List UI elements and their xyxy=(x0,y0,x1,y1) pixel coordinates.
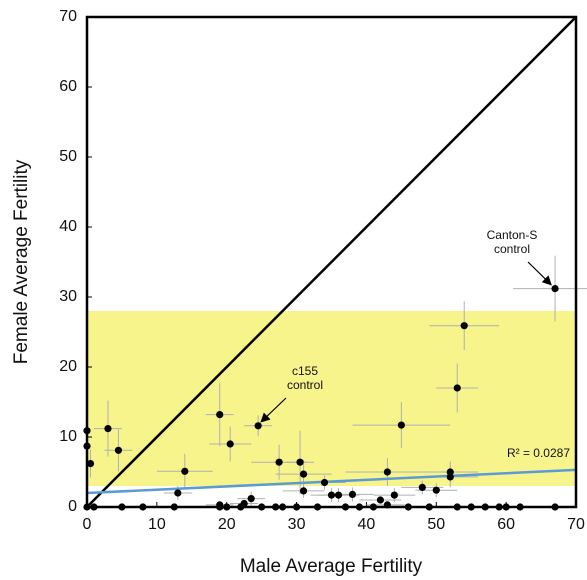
trendline-label: R² = 0.0287 xyxy=(507,446,570,460)
annotation-text: control xyxy=(287,378,323,392)
x-tick-label: 60 xyxy=(497,516,515,533)
y-tick-label: 30 xyxy=(59,288,77,305)
point xyxy=(551,285,559,293)
point xyxy=(432,486,440,494)
point xyxy=(446,473,454,481)
x-tick-label: 10 xyxy=(148,516,166,533)
point xyxy=(390,491,398,499)
x-tick-label: 70 xyxy=(567,516,585,533)
plot-frame xyxy=(85,15,578,509)
point xyxy=(174,489,182,497)
annotation-arrow xyxy=(527,261,552,286)
trendline xyxy=(86,468,577,495)
point xyxy=(254,422,262,430)
y-tick-label: 60 xyxy=(59,78,77,95)
y-tick-label: 0 xyxy=(68,498,77,515)
y-tick-label: 50 xyxy=(59,148,77,165)
point xyxy=(418,483,426,491)
point xyxy=(226,440,234,448)
point xyxy=(320,478,329,487)
annotation-text: Canton-S xyxy=(487,228,538,242)
point xyxy=(376,496,384,504)
point xyxy=(453,384,461,392)
y-tick-label: 20 xyxy=(59,358,77,375)
x-tick-label: 0 xyxy=(83,516,92,533)
point xyxy=(296,458,304,466)
point xyxy=(383,468,391,476)
point xyxy=(216,411,224,419)
point xyxy=(334,491,343,499)
point xyxy=(397,421,405,429)
y-tick-label: 70 xyxy=(59,8,77,25)
point xyxy=(275,458,283,466)
point xyxy=(299,470,308,478)
y-tick-label: 10 xyxy=(59,428,77,445)
x-tick-label: 50 xyxy=(427,516,445,533)
y-tick-label: 40 xyxy=(59,218,77,235)
point xyxy=(104,425,112,433)
x-tick-label: 30 xyxy=(288,516,306,533)
annotation-arrow xyxy=(260,397,287,423)
point xyxy=(86,460,95,468)
point xyxy=(327,491,336,499)
y-axis-label: Female Average Fertility xyxy=(11,159,32,364)
point xyxy=(299,487,308,495)
annotation-text: control xyxy=(494,242,530,256)
point xyxy=(181,467,189,475)
x-axis-label: Male Average Fertility xyxy=(240,556,423,577)
point xyxy=(348,490,357,498)
x-tick-label: 40 xyxy=(358,516,376,533)
x-tick-label: 20 xyxy=(218,516,236,533)
point xyxy=(247,495,255,503)
point xyxy=(460,322,468,330)
annotation-text: c155 xyxy=(292,364,318,378)
highlight-band xyxy=(87,311,576,486)
point xyxy=(114,446,123,454)
identity-line xyxy=(86,16,577,508)
